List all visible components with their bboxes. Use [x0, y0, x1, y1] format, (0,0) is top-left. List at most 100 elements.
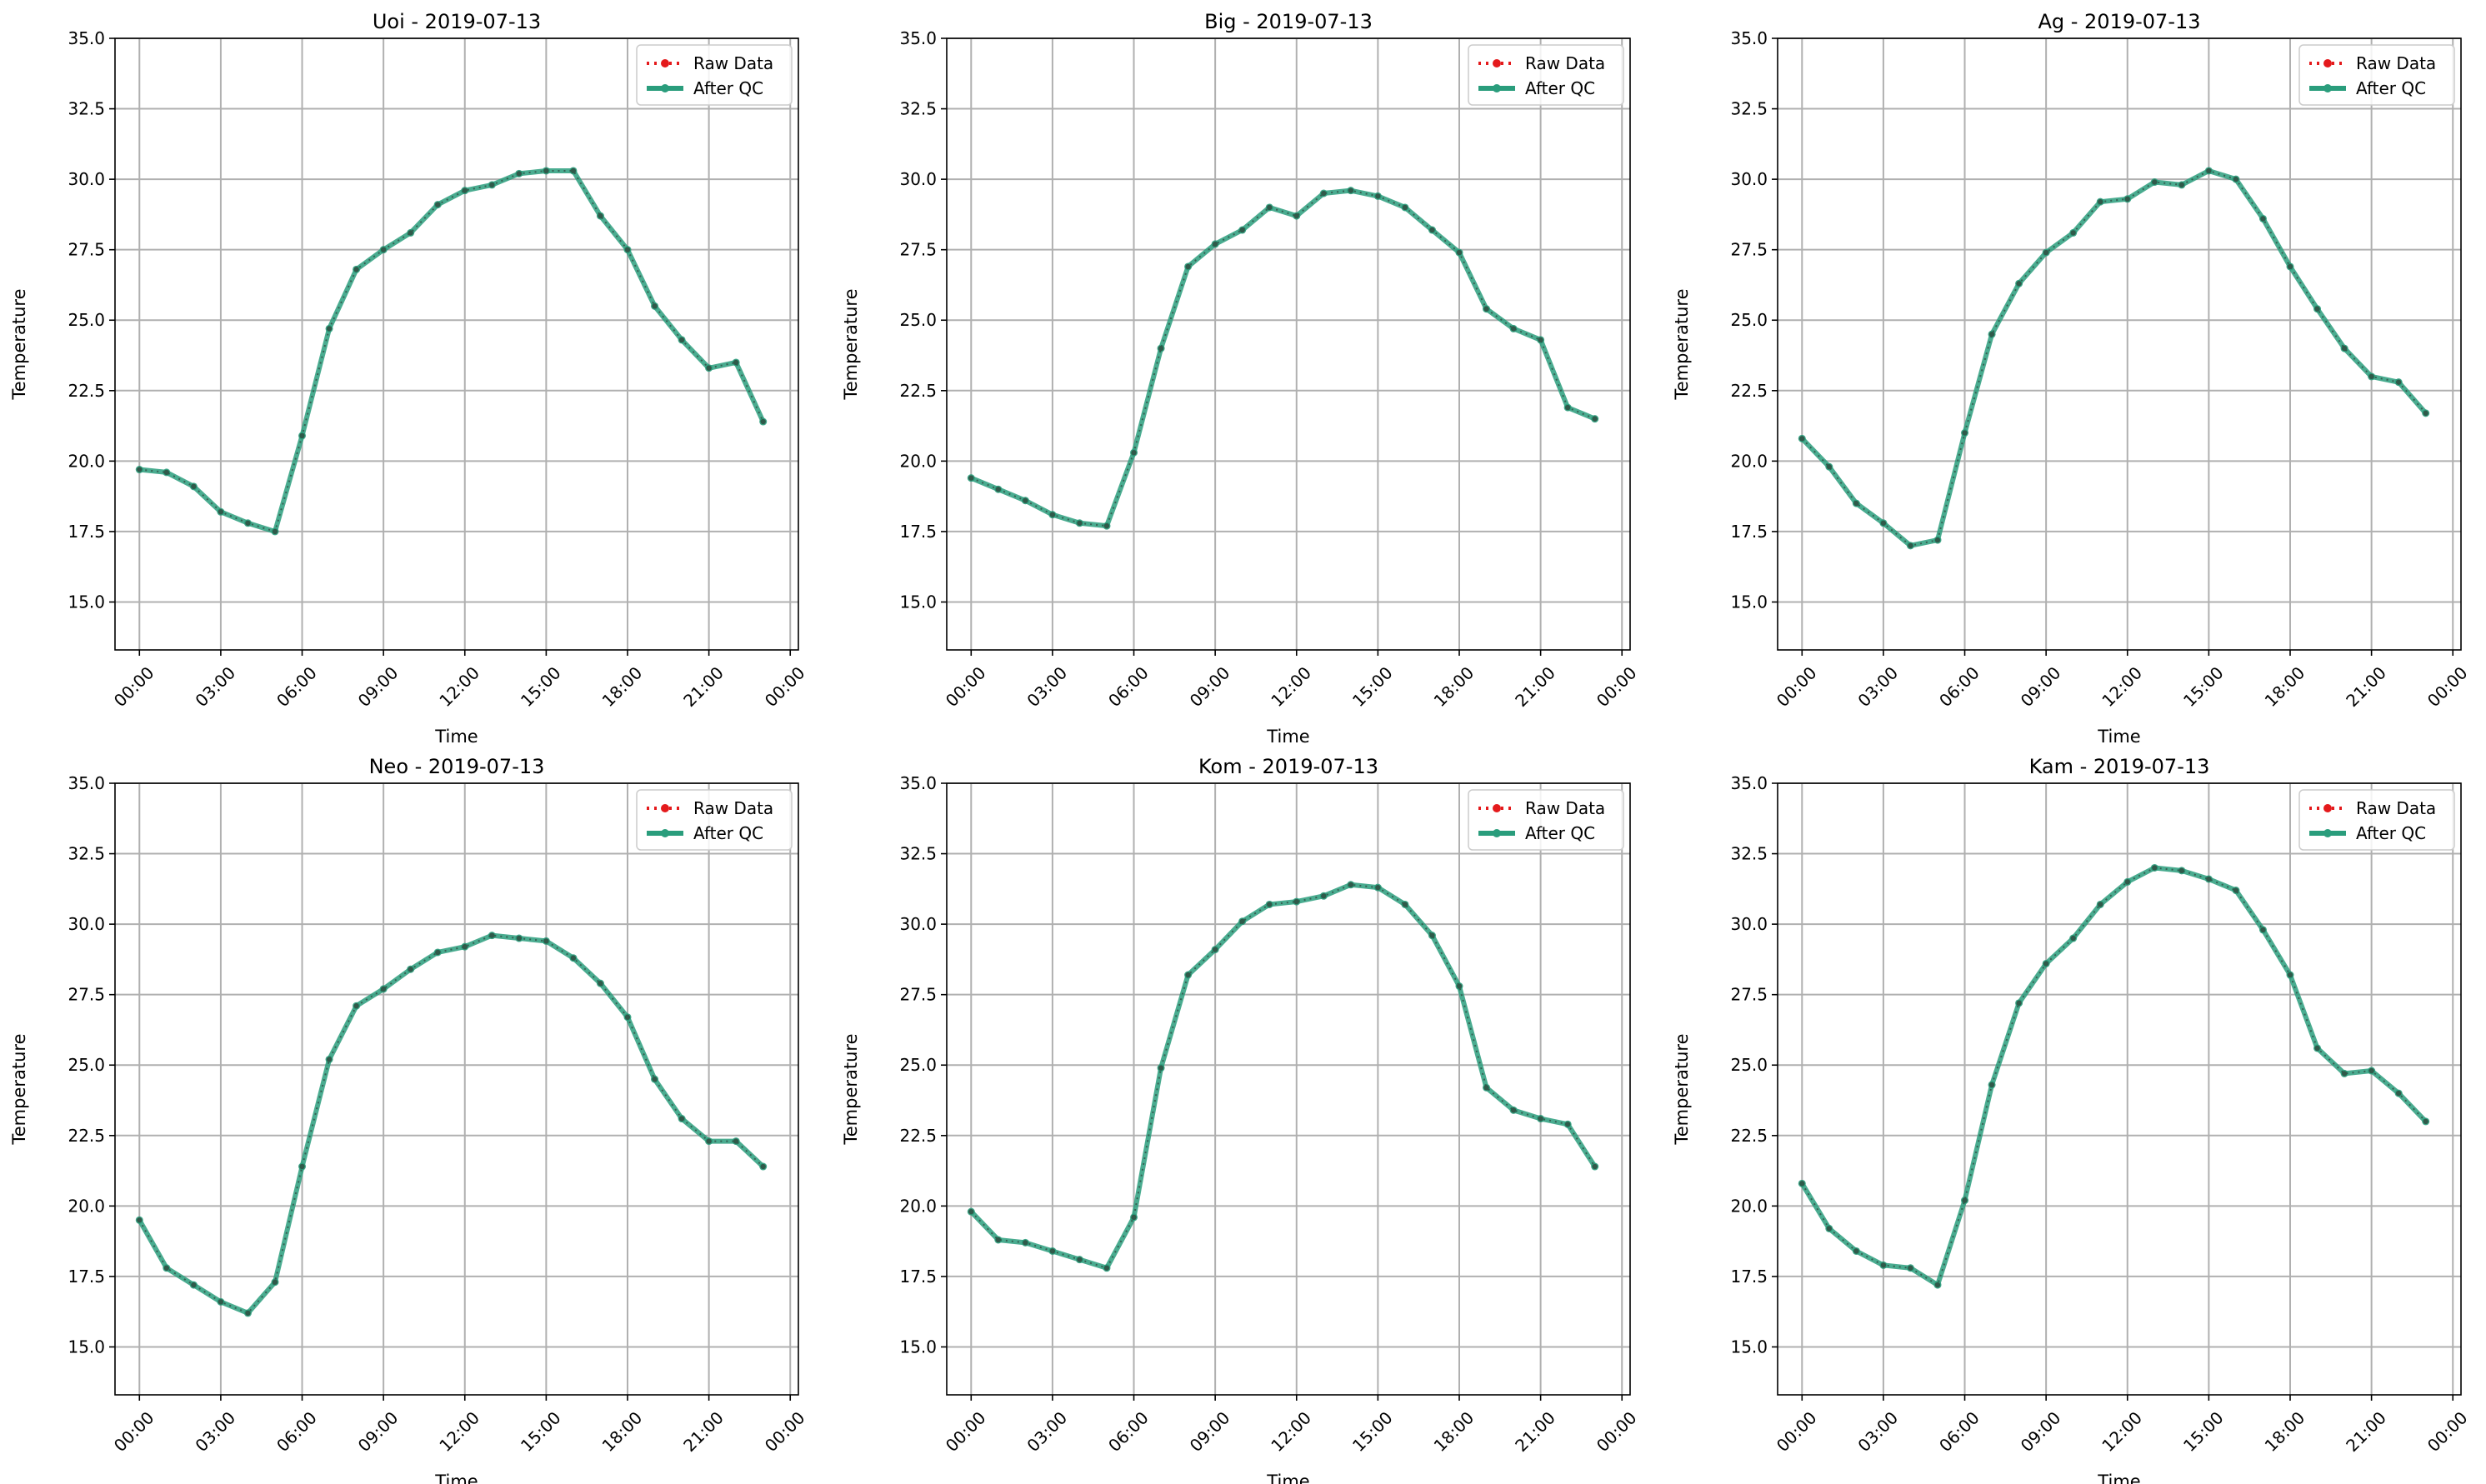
raw-data-point	[1799, 1181, 1805, 1187]
x-tick-label: 00:00	[1593, 662, 1641, 711]
legend-qc-label: After QC	[1525, 823, 1595, 843]
legend-raw-label: Raw Data	[693, 798, 773, 818]
raw-data-point	[2341, 1071, 2348, 1077]
y-tick-label: 27.5	[68, 240, 105, 260]
x-tick-label: 09:00	[2017, 1407, 2065, 1456]
y-tick-label: 20.0	[899, 1196, 937, 1216]
legend-raw-label: Raw Data	[1525, 53, 1605, 73]
y-tick-label: 17.5	[899, 522, 937, 542]
x-tick-label: 03:00	[1023, 662, 1071, 711]
raw-data-point	[163, 1265, 170, 1271]
raw-data-point	[137, 1217, 143, 1223]
x-tick-label: 00:00	[110, 662, 158, 711]
raw-data-point	[733, 359, 739, 366]
legend-qc-marker	[661, 84, 669, 92]
x-tick-label: 00:00	[761, 1407, 809, 1456]
raw-data-point	[2260, 216, 2266, 222]
raw-data-point	[1023, 497, 1028, 503]
y-axis-label: Temperature	[1672, 1033, 1692, 1145]
x-axis-label: Time	[1266, 727, 1309, 747]
y-tick-label: 22.5	[899, 1126, 937, 1146]
y-axis-label: Temperature	[1672, 288, 1692, 400]
legend: Raw Data After QC	[636, 44, 793, 106]
x-tick-label: 15:00	[2179, 1407, 2228, 1456]
legend-raw-marker	[661, 59, 669, 67]
y-tick-label: 32.5	[68, 99, 105, 119]
legend-raw-label: Raw Data	[1525, 798, 1605, 818]
y-tick-label: 15.0	[68, 592, 105, 612]
x-tick-label: 00:00	[761, 662, 809, 711]
legend-raw-label: Raw Data	[693, 53, 773, 73]
raw-data-point	[1962, 1197, 1968, 1203]
x-tick-label: 12:00	[2098, 662, 2146, 711]
raw-data-point	[1538, 337, 1543, 343]
raw-data-point	[380, 986, 387, 992]
y-axis-label: Temperature	[9, 1033, 29, 1145]
raw-data-point	[1077, 1257, 1083, 1262]
legend-qc-marker	[1493, 829, 1501, 837]
x-axis-label: Time	[2097, 1472, 2140, 1484]
raw-data-point	[191, 483, 197, 490]
raw-data-point	[245, 1310, 251, 1317]
raw-data-point	[1908, 542, 1913, 549]
raw-data-point	[2206, 167, 2212, 174]
x-tick-label: 00:00	[2423, 662, 2472, 711]
series-line-raw-data	[1801, 867, 2427, 1287]
y-tick-label: 22.5	[68, 1126, 105, 1146]
subplot-4: 15.0 17.5 20.0 22.5 25.0 27.5 30.0 32.5 35.0 00:0…	[841, 755, 1641, 1484]
y-tick-label: 30.0	[899, 169, 937, 189]
raw-data-point	[2287, 263, 2293, 270]
y-tick-label: 17.5	[1730, 1267, 1768, 1287]
y-tick-label: 32.5	[1730, 844, 1768, 864]
y-tick-label: 22.5	[68, 381, 105, 401]
legend-raw-marker	[1493, 59, 1501, 67]
raw-data-point	[1321, 893, 1327, 899]
raw-data-point	[408, 230, 413, 236]
legend-raw-marker	[2323, 804, 2332, 812]
raw-data-point	[1988, 331, 1995, 337]
legend-qc-marker	[2323, 84, 2332, 92]
raw-data-point	[570, 955, 577, 961]
raw-data-point	[1538, 1116, 1543, 1122]
x-tick-label: 12:00	[435, 1407, 483, 1456]
raw-data-point	[326, 1057, 333, 1062]
raw-data-point	[1826, 463, 1833, 470]
subplot-title: Uoi - 2019-07-13	[373, 10, 541, 33]
series-line-raw-data	[139, 169, 764, 533]
raw-data-point	[624, 1014, 631, 1020]
raw-data-point	[2098, 198, 2103, 205]
raw-data-point	[516, 171, 523, 177]
raw-data-point	[1348, 187, 1354, 193]
y-tick-label: 17.5	[899, 1267, 937, 1287]
raw-data-point	[326, 326, 333, 332]
raw-data-point	[2152, 179, 2158, 185]
legend-qc-label: After QC	[693, 823, 763, 843]
series-line-raw-data	[970, 883, 1596, 1269]
y-tick-label: 32.5	[1730, 99, 1768, 119]
raw-data-point	[380, 247, 387, 252]
y-tick-label: 25.0	[899, 310, 937, 330]
y-tick-label: 22.5	[1730, 381, 1768, 401]
x-tick-label: 00:00	[2423, 1407, 2472, 1456]
series-line-raw-data	[138, 934, 764, 1315]
y-tick-label: 17.5	[1730, 522, 1768, 542]
raw-data-point	[2423, 1118, 2428, 1125]
raw-data-point	[968, 1208, 974, 1215]
raw-data-point	[1483, 1085, 1489, 1091]
raw-data-point	[1023, 1240, 1028, 1246]
x-tick-label: 18:00	[1430, 1407, 1478, 1456]
x-tick-label: 15:00	[2179, 662, 2228, 711]
raw-data-point	[1934, 1282, 1941, 1288]
x-tick-label: 18:00	[598, 1407, 647, 1456]
raw-data-point	[2233, 176, 2239, 182]
axes-frame	[114, 37, 799, 651]
raw-data-point	[624, 247, 631, 252]
raw-data-point	[570, 167, 577, 174]
x-tick-label: 21:00	[679, 662, 728, 711]
x-tick-label: 21:00	[1511, 1407, 1559, 1456]
y-tick-label: 30.0	[68, 169, 105, 189]
raw-data-point	[1429, 932, 1435, 938]
y-tick-label: 22.5	[899, 381, 937, 401]
raw-data-point	[1483, 306, 1489, 312]
raw-data-point	[1853, 1248, 1859, 1254]
